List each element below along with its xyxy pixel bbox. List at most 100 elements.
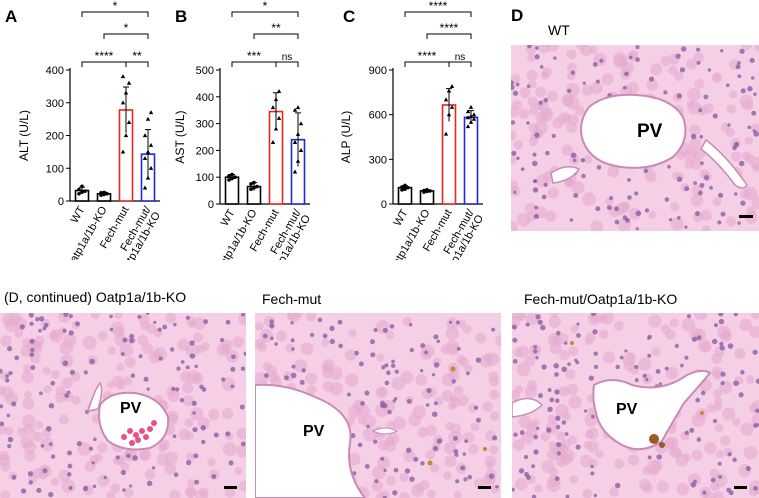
cell <box>23 364 32 373</box>
cell <box>443 471 452 480</box>
cell <box>734 347 746 360</box>
cell <box>537 45 551 54</box>
nucleus <box>0 421 5 427</box>
cell <box>0 371 10 381</box>
data-point <box>142 133 148 138</box>
cell <box>650 63 663 76</box>
nucleus <box>595 79 600 84</box>
nucleus <box>511 80 515 86</box>
cell <box>444 455 457 468</box>
nucleus <box>684 430 689 436</box>
nucleus <box>420 343 426 349</box>
nucleus <box>192 411 196 415</box>
cell <box>207 457 216 467</box>
cell <box>182 395 194 407</box>
cell <box>701 225 711 231</box>
nucleus <box>240 441 246 447</box>
nucleus <box>406 447 412 453</box>
nucleus <box>582 81 586 85</box>
nucleus <box>291 347 295 351</box>
cell <box>236 427 246 440</box>
nucleus <box>703 94 709 100</box>
cell <box>712 197 722 207</box>
data-point <box>292 139 298 144</box>
nucleus <box>45 425 52 432</box>
nucleus <box>103 475 107 480</box>
cell <box>50 369 60 379</box>
nucleus <box>648 76 655 82</box>
nucleus <box>240 366 246 371</box>
significance-label: **** <box>95 49 114 63</box>
nucleus <box>533 449 539 455</box>
nucleus <box>68 330 74 336</box>
y-tick-label: 400 <box>196 92 214 104</box>
cell <box>693 52 704 63</box>
cell <box>453 491 462 498</box>
cell <box>176 338 190 352</box>
nucleus <box>0 404 4 409</box>
cell <box>715 449 724 459</box>
y-tick-label: 0 <box>381 199 387 211</box>
category-label-line: Oatp1a/1b-KO <box>64 204 110 260</box>
nucleus <box>0 368 3 374</box>
cell <box>61 377 73 389</box>
nucleus <box>465 371 470 376</box>
nucleus <box>697 190 703 196</box>
nucleus <box>733 380 739 386</box>
category-label: Oatp1a/1b-KO <box>387 207 433 260</box>
nucleus <box>695 397 701 403</box>
nucleus <box>433 334 439 340</box>
nucleus <box>453 449 459 454</box>
cell <box>182 382 194 394</box>
nucleus <box>635 57 640 62</box>
nucleus <box>228 460 234 466</box>
nucleus <box>67 463 73 469</box>
nucleus <box>703 175 710 181</box>
cell <box>371 480 384 492</box>
cell <box>528 123 539 134</box>
nucleus <box>667 164 671 169</box>
cell <box>525 313 539 326</box>
nucleus <box>644 208 650 213</box>
cell <box>571 181 585 195</box>
nucleus <box>696 335 702 341</box>
cell <box>582 488 593 498</box>
cell <box>348 405 362 419</box>
data-point <box>295 105 301 110</box>
nucleus <box>684 225 688 229</box>
nucleus <box>39 391 43 396</box>
nucleus <box>555 398 560 404</box>
nucleus <box>14 355 20 361</box>
nucleus <box>42 468 48 474</box>
cell <box>566 49 577 60</box>
cell <box>732 417 741 427</box>
significance-label: ns <box>455 52 466 63</box>
cell <box>541 460 555 474</box>
category-label-line: WT <box>69 204 88 225</box>
cell <box>415 373 427 386</box>
scale-bar <box>739 215 753 218</box>
category-label-line: Oatp1a/1b-KO <box>214 207 260 260</box>
nucleus <box>143 376 149 382</box>
nucleus <box>624 349 628 353</box>
cell <box>112 454 124 466</box>
nucleus <box>408 322 413 327</box>
nucleus <box>392 490 398 496</box>
nucleus <box>679 67 686 73</box>
cell <box>703 441 717 455</box>
nucleus <box>48 491 54 498</box>
data-point <box>468 113 474 118</box>
nucleus <box>643 168 649 174</box>
nucleus <box>475 417 481 423</box>
cell <box>322 380 334 392</box>
cell <box>576 45 587 51</box>
cell <box>560 438 572 450</box>
cell <box>450 423 461 434</box>
cell <box>445 326 460 340</box>
nucleus <box>120 469 127 476</box>
cell <box>543 107 553 117</box>
cell <box>195 489 208 498</box>
cell <box>642 482 653 494</box>
chart-B: B 0 100 200 300 400 500 AST (U/L) WTOatp1a/1b-KO… <box>173 0 313 260</box>
nucleus <box>82 485 89 492</box>
